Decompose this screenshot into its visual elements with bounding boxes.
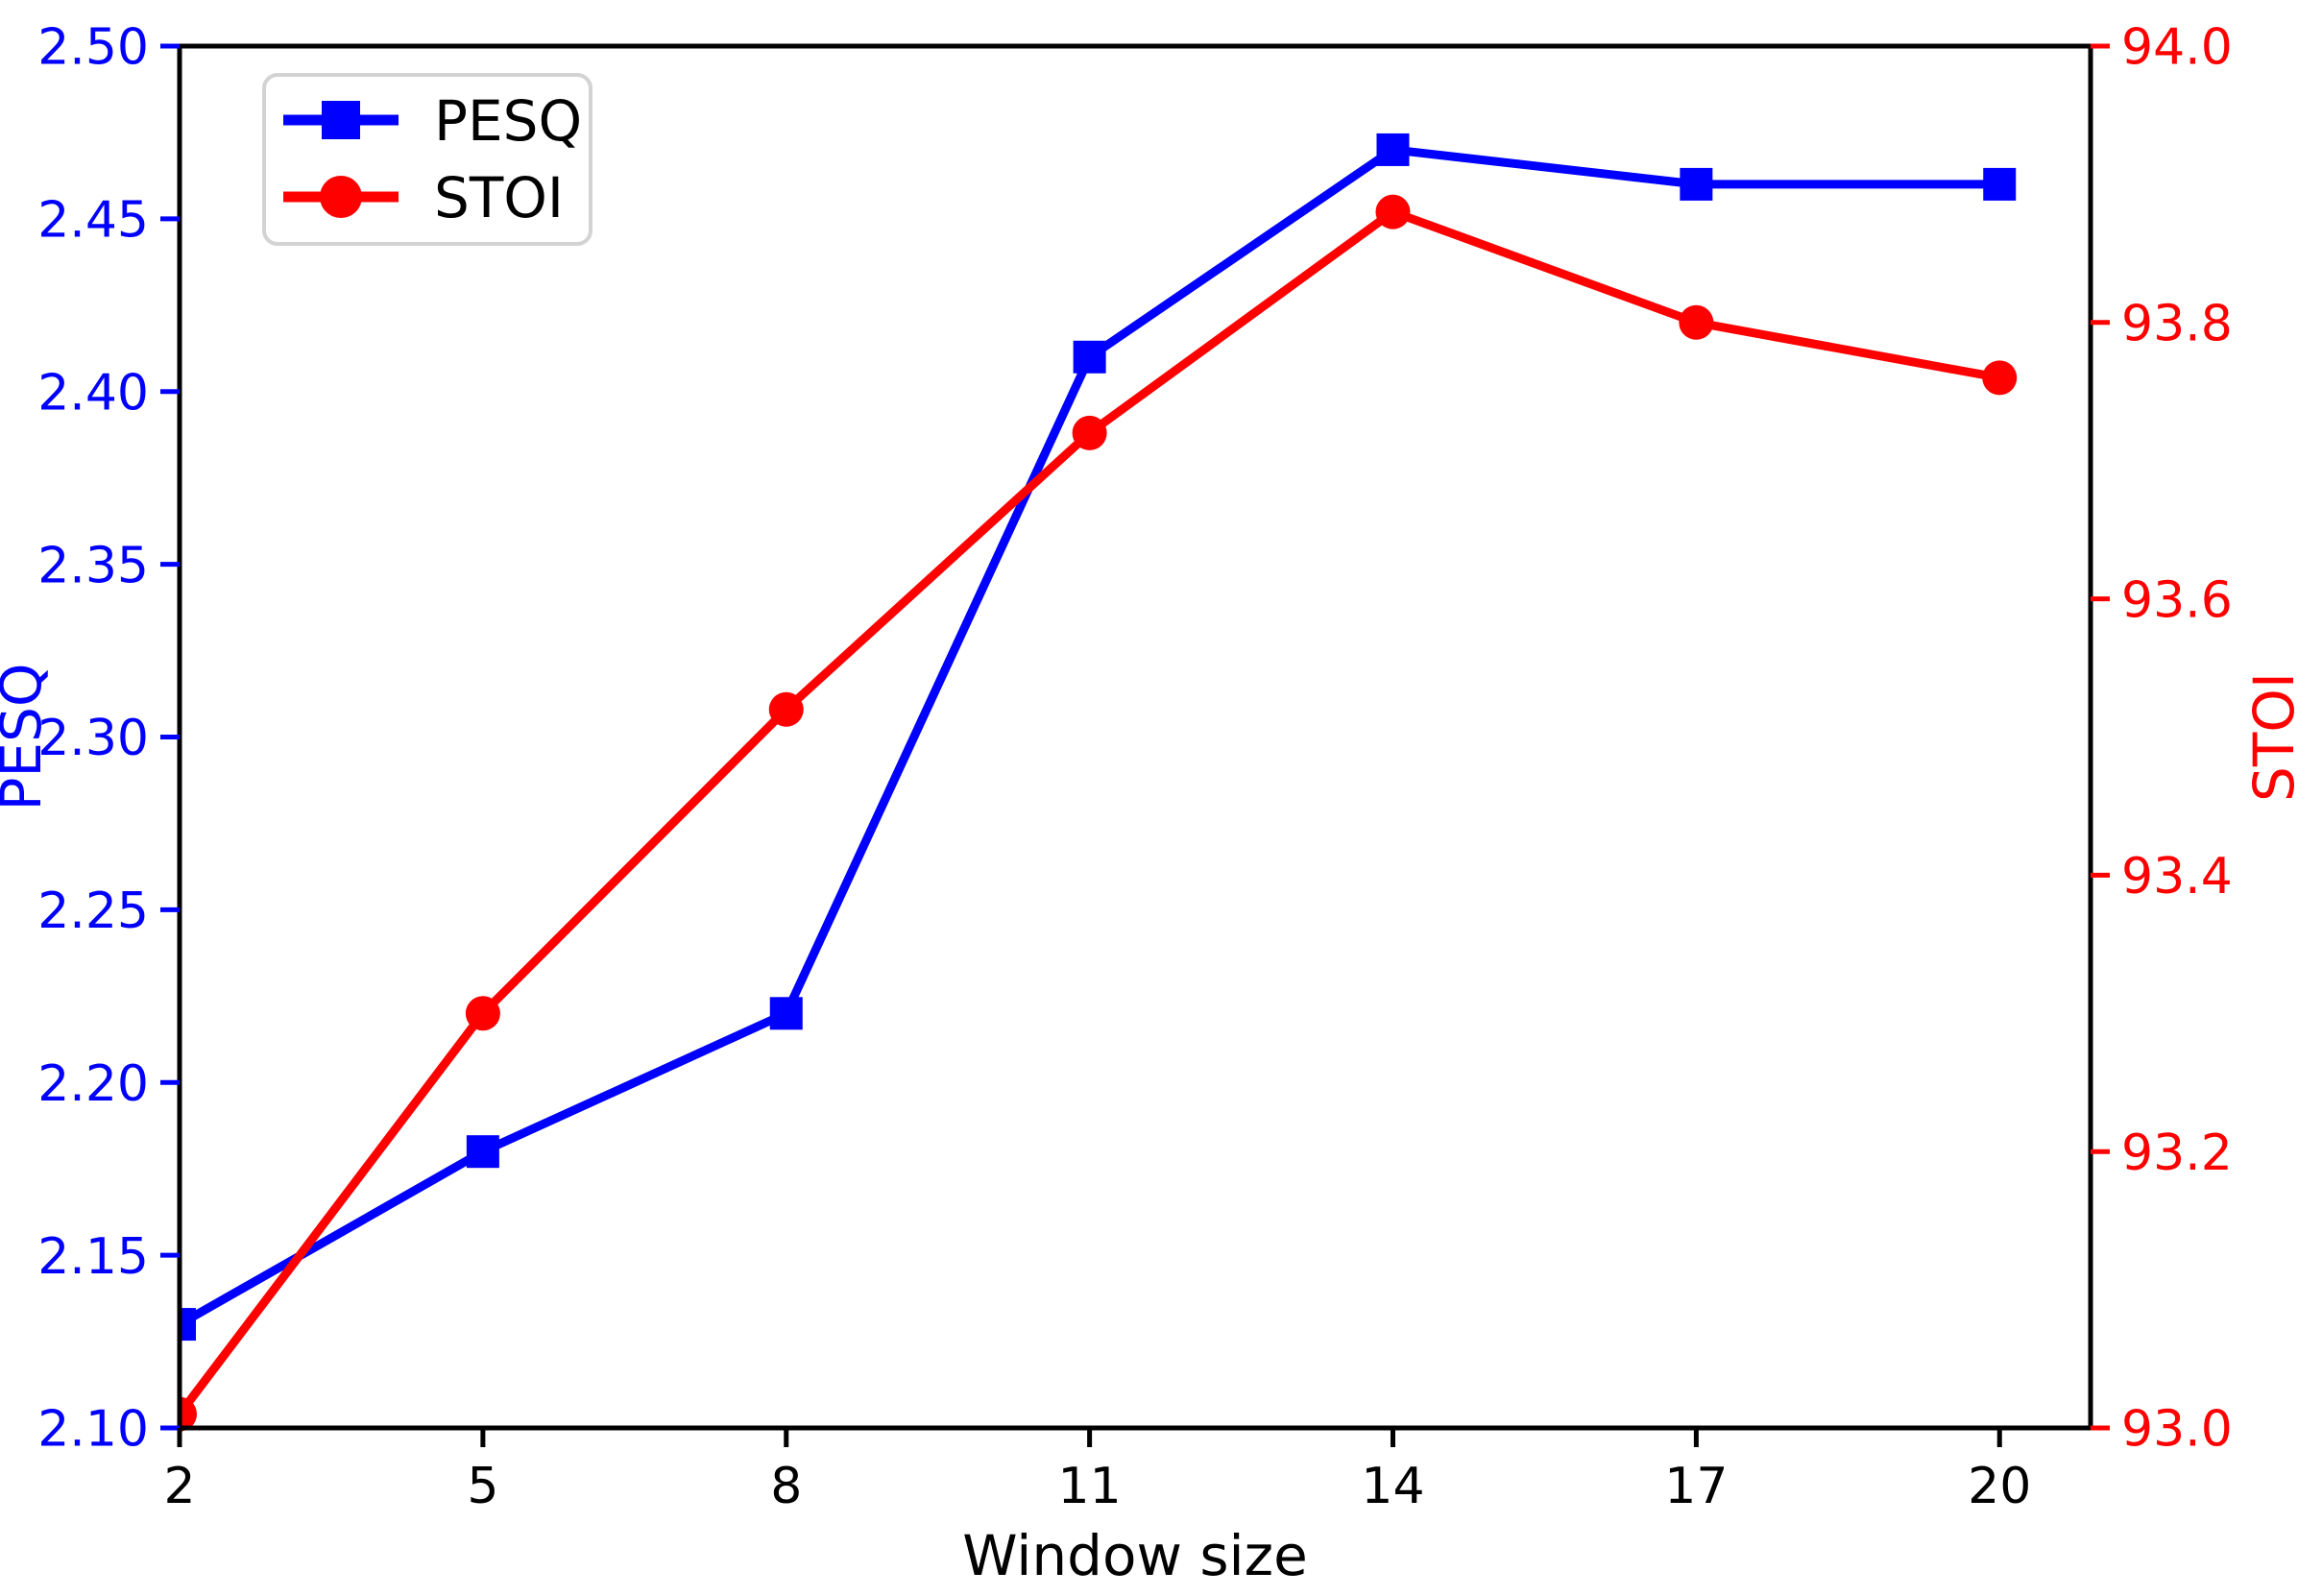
pesq-marker-2 [180, 1308, 196, 1342]
left-axis-tick-label: 2.35 [37, 537, 149, 594]
legend-marker-stoi [320, 176, 362, 218]
x-axis-tick-label: 5 [467, 1458, 498, 1515]
x-axis-tick-label: 17 [1664, 1458, 1728, 1515]
stoi-marker-14 [1375, 194, 1411, 230]
x-axis-tick-label: 8 [770, 1458, 802, 1515]
series-layer [180, 133, 2018, 1432]
pesq-marker-11 [1073, 340, 1106, 374]
stoi-marker-5 [465, 996, 500, 1031]
x-axis-tick-label: 11 [1058, 1458, 1122, 1515]
left-axis-label: PESQ [0, 663, 54, 810]
pesq-marker-14 [1376, 133, 1410, 166]
left-axis-tick-label: 2.15 [37, 1228, 149, 1286]
stoi-marker-11 [1072, 415, 1107, 450]
x-axis-tick-label: 14 [1361, 1458, 1424, 1515]
legend-label-stoi: STOI [434, 165, 564, 230]
legend-marker-pesq [322, 101, 360, 139]
right-axis-tick-label: 93.6 [2121, 571, 2233, 629]
plot-spines [177, 43, 2093, 1431]
left-axis-tick-label: 2.40 [37, 364, 149, 422]
right-axis-tick-label: 93.4 [2121, 848, 2233, 906]
right-axis-tick-label: 93.0 [2121, 1401, 2233, 1459]
pesq-marker-17 [1680, 167, 1713, 201]
legend [262, 73, 593, 246]
left-axis-tick-label: 2.50 [37, 19, 149, 77]
right-axis-tick-label: 93.2 [2121, 1124, 2233, 1182]
left-axis-tick-label: 2.10 [37, 1401, 149, 1459]
pesq-marker-20 [1983, 167, 2017, 201]
x-axis-tick-label: 20 [1968, 1458, 2031, 1515]
stoi-line [180, 207, 2004, 1419]
right-axis-label: STOI [2241, 672, 2307, 802]
x-axis-tick-label: 2 [163, 1458, 195, 1515]
left-axis-tick-label: 2.25 [37, 883, 149, 940]
legend-label-pesq: PESQ [434, 88, 582, 154]
left-axis-tick-label: 2.45 [37, 192, 149, 250]
stoi-marker-2 [180, 1396, 197, 1432]
left-axis-tick-label: 2.30 [37, 710, 149, 767]
x-axis-label: Window size [962, 1523, 1308, 1588]
left-axis-tick-label: 2.20 [37, 1055, 149, 1113]
pesq-marker-8 [769, 997, 803, 1030]
stoi-marker-17 [1679, 304, 1714, 340]
stoi-marker-8 [768, 691, 804, 727]
stoi-marker-20 [1982, 360, 2018, 396]
right-axis-tick-label: 93.8 [2121, 296, 2233, 353]
right-axis-tick-label: 94.0 [2121, 19, 2233, 77]
pesq-marker-5 [466, 1135, 499, 1169]
